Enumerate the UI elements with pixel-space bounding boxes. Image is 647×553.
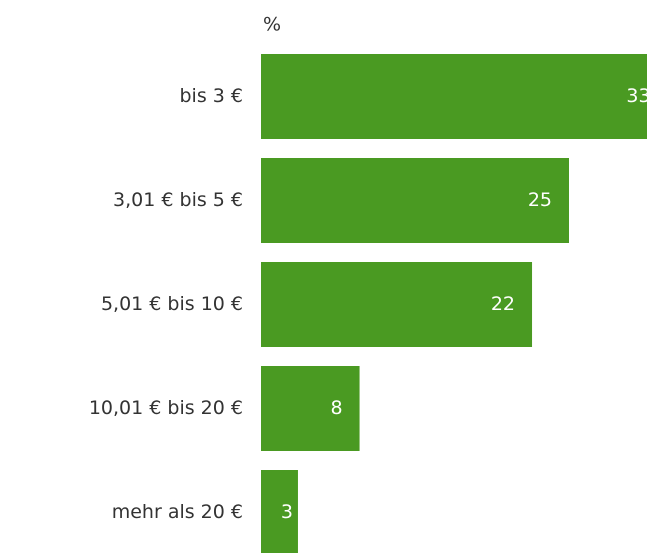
bar bbox=[261, 470, 298, 553]
value-label: 8 bbox=[330, 397, 342, 419]
bar bbox=[261, 366, 360, 451]
bar bbox=[261, 262, 533, 347]
category-label: 3,01 € bis 5 € bbox=[113, 189, 243, 211]
value-label: 22 bbox=[491, 293, 515, 315]
category-label: 5,01 € bis 10 € bbox=[101, 293, 243, 315]
unit-label: % bbox=[263, 14, 281, 36]
value-label: 3 bbox=[281, 501, 293, 523]
category-label: 10,01 € bis 20 € bbox=[89, 397, 243, 419]
category-label: bis 3 € bbox=[180, 85, 244, 107]
value-label: 25 bbox=[528, 189, 552, 211]
bar bbox=[261, 54, 647, 139]
category-label: mehr als 20 € bbox=[112, 501, 243, 523]
value-label: 33 bbox=[626, 85, 647, 107]
bar bbox=[261, 158, 569, 243]
